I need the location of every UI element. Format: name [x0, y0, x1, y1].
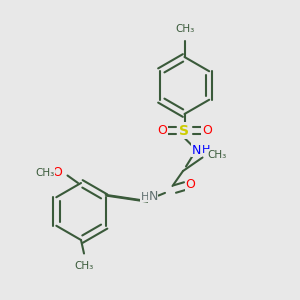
Text: CH₃: CH₃ [35, 167, 55, 178]
Text: O: O [202, 124, 212, 137]
Text: O: O [157, 124, 167, 137]
Text: H: H [140, 191, 149, 202]
Text: CH₃: CH₃ [175, 24, 194, 34]
Text: O: O [186, 178, 195, 191]
Text: S: S [179, 124, 190, 137]
Text: N: N [148, 190, 158, 203]
Text: CH₃: CH₃ [74, 261, 94, 271]
Text: O: O [52, 166, 62, 179]
Text: H: H [202, 145, 211, 155]
Text: CH₃: CH₃ [207, 149, 226, 160]
Text: N: N [192, 143, 201, 157]
